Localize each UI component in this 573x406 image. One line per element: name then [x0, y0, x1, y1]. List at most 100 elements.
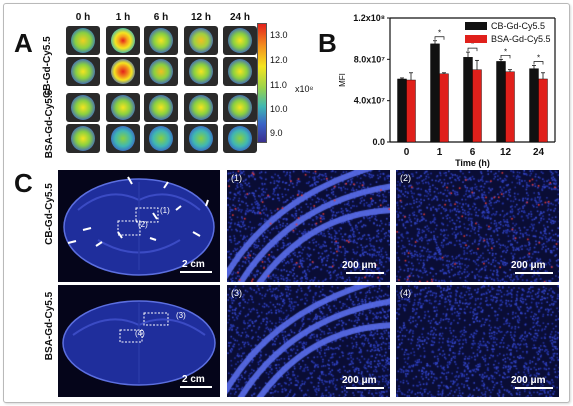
brain-section-bsa	[58, 285, 220, 397]
legend-label-cb: CB-Gd-Cy5.5	[491, 21, 545, 31]
significance-bracket	[434, 36, 445, 40]
fluorescence-signal	[111, 59, 135, 84]
bar-cb	[496, 61, 506, 143]
fluorescence-signal	[111, 28, 135, 53]
panel-a-timepoint-label: 12 h	[190, 12, 211, 23]
micrograph-1	[227, 170, 390, 282]
imaging-well	[66, 93, 100, 122]
imaging-well	[106, 124, 140, 153]
fluorescence-signal	[149, 95, 173, 120]
micrograph-3-tag: (3)	[231, 288, 242, 298]
significance-star: *	[438, 29, 441, 38]
y-tick-label: 0.0	[372, 137, 385, 147]
x-axis-label: Time (h)	[455, 158, 490, 168]
micrograph-2-tag: (2)	[400, 173, 411, 183]
colorbar-tick-label: 13.0	[270, 30, 288, 40]
imaging-well	[106, 26, 140, 55]
fluorescence-signal	[71, 126, 95, 151]
bar-cb	[430, 43, 440, 143]
panel-a-colorbar	[257, 23, 267, 143]
micrograph-1-scale-label: 200 μm	[342, 260, 377, 271]
imaging-well	[184, 57, 218, 86]
brain-bsa-scale-label: 2 cm	[182, 374, 205, 385]
micrograph-3-scalebar	[346, 387, 384, 389]
brain-bsa-scalebar	[180, 386, 212, 388]
imaging-well	[106, 93, 140, 122]
panel-c-letter: C	[14, 168, 33, 198]
y-tick-label: 1.2x10⁸	[353, 13, 385, 23]
brain-section-cb	[58, 170, 220, 282]
panel-b-letter: B	[318, 28, 337, 58]
imaging-well	[184, 26, 218, 55]
brain-bsa-box-tag-3: (3)	[176, 311, 186, 320]
fluorescence-signal	[228, 95, 252, 120]
colorbar-tick-label: 10.0	[270, 104, 288, 114]
legend-swatch-bsa	[465, 35, 487, 43]
micrograph-1-scalebar	[346, 272, 384, 274]
panel-a-letter: A	[14, 28, 33, 58]
significance-star: *	[537, 54, 540, 63]
x-tick-label: 0	[404, 147, 410, 158]
micrograph-3-canvas	[227, 285, 390, 397]
micrograph-4-scale-label: 200 μm	[511, 375, 546, 386]
imaging-well	[66, 57, 100, 86]
micrograph-4-scalebar	[515, 387, 553, 389]
micrograph-1-canvas	[227, 170, 390, 282]
colorbar-tick-label: 9.0	[270, 128, 283, 138]
panel-a-timepoint-label: 6 h	[153, 12, 169, 23]
fluorescence-signal	[71, 28, 95, 53]
bar-cb	[463, 57, 473, 143]
bar-cb	[397, 78, 407, 143]
imaging-well	[144, 26, 178, 55]
micrograph-2	[396, 170, 559, 282]
fluorescence-signal	[71, 95, 95, 120]
significance-bracket	[500, 54, 511, 59]
fluorescence-signal	[228, 126, 252, 151]
micrograph-2-scale-label: 200 μm	[511, 260, 546, 271]
y-axis-label: MFI	[338, 73, 347, 87]
colorbar-tick-label: 12.0	[270, 55, 288, 65]
panel-b-bar-chart: 0.0 4.0x10⁷ 8.0x10⁷ 1.2x10⁸ MFI 0 1 * 6 * 12 * 24 * Ti…	[338, 13, 556, 168]
fluorescence-signal	[149, 59, 173, 84]
micrograph-2-canvas	[396, 170, 559, 282]
imaging-well	[223, 57, 257, 86]
imaging-well	[66, 124, 100, 153]
fluorescence-signal	[149, 28, 173, 53]
x-tick-label: 6	[470, 147, 476, 158]
brain-cb-box-tag-1: (1)	[160, 206, 170, 215]
significance-star: *	[504, 47, 507, 56]
x-tick-label: 12	[500, 147, 512, 158]
imaging-well	[144, 57, 178, 86]
panel-a-timepoint-label: 24 h	[229, 12, 250, 23]
fluorescence-signal	[189, 59, 213, 84]
y-tick-label: 8.0x10⁷	[354, 54, 386, 64]
imaging-well	[66, 26, 100, 55]
bar-bsa	[406, 79, 416, 143]
micrograph-3	[227, 285, 390, 397]
brain-bsa-box-tag-4: (4)	[135, 329, 145, 338]
fluorescence-signal	[228, 59, 252, 84]
panel-c-row-label-bsa: BSA-Gd-Cy5.5	[44, 291, 55, 361]
significance-bracket	[467, 47, 478, 52]
imaging-well	[184, 124, 218, 153]
micrograph-2-scalebar	[515, 272, 553, 274]
imaging-well	[144, 124, 178, 153]
brain-section-cb-image	[63, 176, 215, 276]
micrograph-4	[396, 285, 559, 397]
imaging-well	[144, 93, 178, 122]
panel-a-timepoint-label: 1 h	[115, 12, 131, 23]
brain-cb-scale-label: 2 cm	[182, 259, 205, 270]
fluorescence-signal	[71, 59, 95, 84]
micrograph-4-canvas	[396, 285, 559, 397]
fluorescence-signal	[189, 95, 213, 120]
imaging-well	[223, 124, 257, 153]
micrograph-3-scale-label: 200 μm	[342, 375, 377, 386]
brain-cb-scalebar	[180, 271, 212, 273]
brain-section-bsa-image	[62, 300, 216, 386]
panel-a-timepoint-label: 0 h	[75, 12, 91, 23]
panel-c-row-label-cb: CB-Gd-Cy5.5	[44, 183, 55, 245]
imaging-well	[106, 57, 140, 86]
fluorescence-signal	[111, 95, 135, 120]
imaging-well	[223, 26, 257, 55]
bar-bsa	[538, 78, 548, 143]
